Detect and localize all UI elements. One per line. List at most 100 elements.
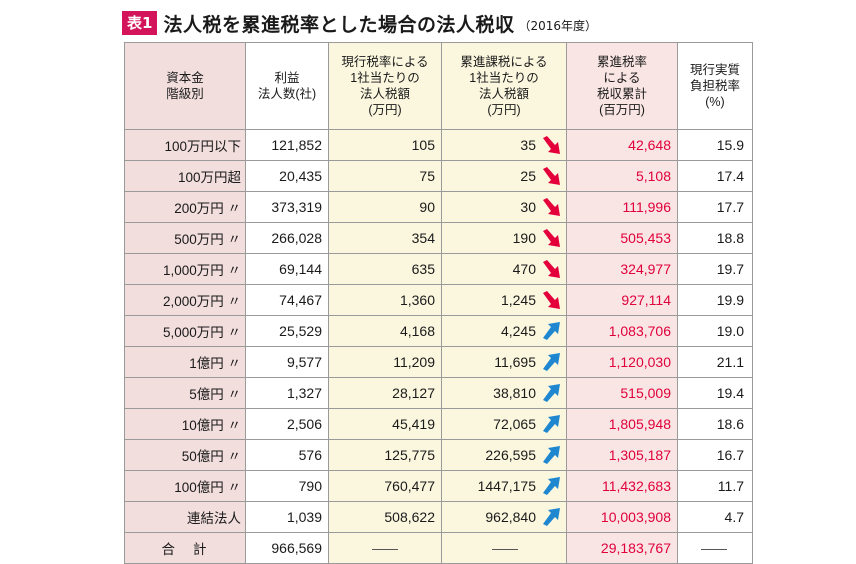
burden-rate-cell: 4.7 (677, 501, 753, 533)
progressive-tax-cell: 38,810 (441, 377, 567, 409)
revenue-total-cell: 1,305,187 (566, 439, 678, 471)
header-revenue-total: 累進税率 による 税収累計 (百万円) (566, 42, 678, 130)
table-row: 100億円 〃 790 760,477 1447,175 11,432,683 11.7 (124, 470, 753, 502)
table-row: 5億円 〃 1,327 28,127 38,810 515,009 19.4 (124, 377, 753, 409)
progressive-tax-value: 1447,175 (477, 478, 536, 494)
progressive-tax-value: 30 (520, 199, 536, 215)
table-body: 100万円以下 121,852 105 35 42,648 15.9 100万円超 20,43… (124, 129, 753, 564)
table-row: 500万円 〃 266,028 354 190 505,453 18.8 (124, 222, 753, 254)
revenue-total-cell: 324,977 (566, 253, 678, 285)
current-tax-cell: 760,477 (328, 470, 442, 502)
burden-rate-cell: 17.7 (677, 191, 753, 223)
company-count-cell: 576 (245, 439, 329, 471)
current-tax-cell: 354 (328, 222, 442, 254)
capital-class-cell: 10億円 〃 (124, 408, 246, 440)
table-row: 10億円 〃 2,506 45,419 72,065 1,805,948 18.6 (124, 408, 753, 440)
down-arrow-icon (540, 228, 562, 248)
up-arrow-icon (540, 507, 562, 527)
down-arrow-icon (540, 135, 562, 155)
progressive-tax-cell: 30 (441, 191, 567, 223)
header-current-tax: 現行税率による 1社当たりの 法人税額 (万円) (328, 42, 442, 130)
company-count-cell: 790 (245, 470, 329, 502)
capital-class-cell: 1億円 〃 (124, 346, 246, 378)
revenue-total-cell: 505,453 (566, 222, 678, 254)
header-row: 資本金 階級別 利益 法人数(社) 現行税率による 1社当たりの 法人税額 (万… (124, 42, 753, 130)
progressive-tax-cell: 226,595 (441, 439, 567, 471)
company-count-cell: 9,577 (245, 346, 329, 378)
total-count-cell: 966,569 (245, 532, 329, 564)
progressive-tax-value: 4,245 (500, 323, 536, 339)
revenue-total-cell: 515,009 (566, 377, 678, 409)
progressive-tax-cell: 190 (441, 222, 567, 254)
burden-rate-cell: 19.9 (677, 284, 753, 316)
progressive-tax-value: 25 (520, 168, 536, 184)
progressive-tax-value: 72,065 (493, 416, 536, 432)
capital-class-cell: 500万円 〃 (124, 222, 246, 254)
burden-rate-cell: 18.6 (677, 408, 753, 440)
up-arrow-icon (540, 414, 562, 434)
current-tax-cell: 635 (328, 253, 442, 285)
revenue-total-cell: 1,120,030 (566, 346, 678, 378)
company-count-cell: 69,144 (245, 253, 329, 285)
company-count-cell: 121,852 (245, 129, 329, 161)
table-row: 1億円 〃 9,577 11,209 11,695 1,120,030 21.1 (124, 346, 753, 378)
burden-rate-cell: 18.8 (677, 222, 753, 254)
burden-rate-cell: 15.9 (677, 129, 753, 161)
progressive-tax-cell: 35 (441, 129, 567, 161)
up-arrow-icon (540, 383, 562, 403)
table-row: 200万円 〃 373,319 90 30 111,996 17.7 (124, 191, 753, 223)
revenue-total-cell: 10,003,908 (566, 501, 678, 533)
burden-rate-cell: 11.7 (677, 470, 753, 502)
dash-mark (492, 548, 518, 550)
capital-class-cell: 50億円 〃 (124, 439, 246, 471)
down-arrow-icon (540, 197, 562, 217)
capital-class-cell: 5億円 〃 (124, 377, 246, 409)
table-row: 100万円以下 121,852 105 35 42,648 15.9 (124, 129, 753, 161)
progressive-tax-cell: 11,695 (441, 346, 567, 378)
progressive-tax-cell: 1,245 (441, 284, 567, 316)
revenue-total-cell: 11,432,683 (566, 470, 678, 502)
revenue-total-cell: 927,114 (566, 284, 678, 316)
total-rate-cell (677, 532, 753, 564)
total-progressive-tax-cell (441, 532, 567, 564)
progressive-tax-value: 962,840 (485, 509, 536, 525)
company-count-cell: 266,028 (245, 222, 329, 254)
table-row: 5,000万円 〃 25,529 4,168 4,245 1,083,706 19.0 (124, 315, 753, 347)
header-progressive-tax: 累進課税による 1社当たりの 法人税額 (万円) (441, 42, 567, 130)
table-row: 100万円超 20,435 75 25 5,108 17.4 (124, 160, 753, 192)
company-count-cell: 1,039 (245, 501, 329, 533)
current-tax-cell: 75 (328, 160, 442, 192)
company-count-cell: 2,506 (245, 408, 329, 440)
up-arrow-icon (540, 352, 562, 372)
revenue-total-cell: 42,648 (566, 129, 678, 161)
revenue-total-cell: 1,083,706 (566, 315, 678, 347)
total-revenue-cell: 29,183,767 (566, 532, 678, 564)
burden-rate-cell: 17.4 (677, 160, 753, 192)
revenue-total-cell: 111,996 (566, 191, 678, 223)
burden-rate-cell: 19.0 (677, 315, 753, 347)
down-arrow-icon (540, 290, 562, 310)
total-current-tax-cell (328, 532, 442, 564)
capital-class-cell: 5,000万円 〃 (124, 315, 246, 347)
table-title: 法人税を累進税率とした場合の法人税収 (163, 13, 515, 36)
burden-rate-cell: 21.1 (677, 346, 753, 378)
company-count-cell: 25,529 (245, 315, 329, 347)
company-count-cell: 373,319 (245, 191, 329, 223)
down-arrow-icon (540, 259, 562, 279)
table-number-badge: 表1 (122, 11, 158, 35)
total-row: 合計 966,569 29,183,767 (124, 532, 753, 564)
capital-class-cell: 連結法人 (124, 501, 246, 533)
capital-class-cell: 200万円 〃 (124, 191, 246, 223)
header-burden-rate: 現行実質 負担税率 (%) (677, 42, 753, 130)
total-label: 合計 (124, 532, 246, 564)
capital-class-cell: 2,000万円 〃 (124, 284, 246, 316)
table-row: 50億円 〃 576 125,775 226,595 1,305,187 16.7 (124, 439, 753, 471)
current-tax-cell: 11,209 (328, 346, 442, 378)
up-arrow-icon (540, 476, 562, 496)
fiscal-year-label: （2016年度） (518, 18, 597, 33)
capital-class-cell: 100億円 〃 (124, 470, 246, 502)
progressive-tax-cell: 72,065 (441, 408, 567, 440)
progressive-tax-cell: 1447,175 (441, 470, 567, 502)
progressive-tax-value: 226,595 (485, 447, 536, 463)
table-row: 連結法人 1,039 508,622 962,840 10,003,908 4.7 (124, 501, 753, 533)
